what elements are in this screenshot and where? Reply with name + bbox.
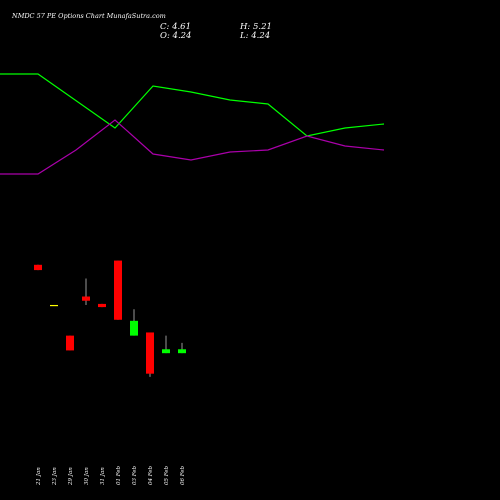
x-tick-label: 01 Feb bbox=[116, 465, 122, 485]
candle-body bbox=[50, 304, 58, 307]
x-tick-label: 23 Jan bbox=[52, 467, 58, 486]
candle bbox=[34, 264, 42, 271]
candle bbox=[146, 332, 154, 377]
indicator-line-1 bbox=[0, 73, 385, 137]
high-value: H: 5.21 bbox=[240, 22, 272, 32]
x-tick-label: 05 Feb bbox=[164, 465, 170, 485]
indicator-line-2 bbox=[0, 119, 385, 175]
x-tick-label: 03 Feb bbox=[132, 465, 138, 485]
candle bbox=[162, 335, 170, 354]
indicator-lines bbox=[0, 73, 385, 175]
candle bbox=[98, 303, 106, 308]
candle-body bbox=[114, 260, 122, 320]
x-tick-label: 04 Feb bbox=[148, 465, 154, 485]
low-value: L: 4.24 bbox=[240, 31, 271, 41]
candle bbox=[66, 335, 74, 351]
candle-body bbox=[146, 332, 154, 374]
x-tick-label: 21 Jan bbox=[36, 467, 42, 486]
candle-body bbox=[130, 320, 138, 336]
chart-title: NMDC 57 PE Options Chart MunafaSutra.com bbox=[12, 12, 166, 20]
x-tick-label: 30 Jan bbox=[84, 467, 90, 485]
candle bbox=[50, 304, 58, 307]
candles bbox=[34, 260, 186, 377]
x-tick-label: 31 Jan bbox=[100, 467, 106, 485]
candle-body bbox=[66, 335, 74, 351]
x-axis-labels: 21 Jan 23 Jan 29 Jan 30 Jan 31 Jan 01 Feb 03 F… bbox=[36, 465, 186, 486]
candle-body bbox=[162, 349, 170, 354]
candle bbox=[82, 278, 90, 305]
x-tick-label: 06 Feb bbox=[180, 465, 186, 485]
candle bbox=[114, 260, 122, 320]
candle bbox=[178, 342, 186, 354]
candle bbox=[130, 309, 138, 336]
candle-body bbox=[34, 264, 42, 271]
x-tick-label: 29 Jan bbox=[68, 467, 74, 486]
candle-body bbox=[98, 303, 106, 308]
open-value: O: 4.24 bbox=[160, 31, 192, 41]
candle-body bbox=[178, 349, 186, 354]
candle-body bbox=[82, 296, 90, 301]
close-value: C: 4.61 bbox=[160, 22, 191, 32]
